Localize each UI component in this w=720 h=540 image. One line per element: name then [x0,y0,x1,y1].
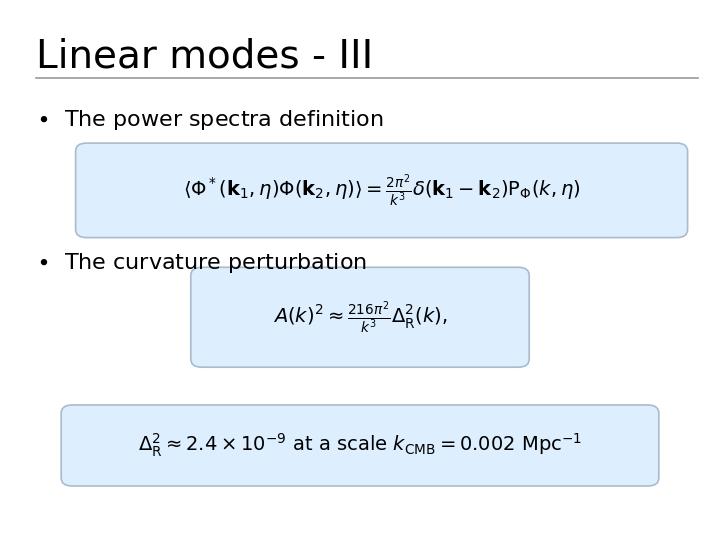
Text: Linear modes - III: Linear modes - III [36,38,373,76]
Text: $\bullet$  The curvature perturbation: $\bullet$ The curvature perturbation [36,251,367,275]
FancyBboxPatch shape [191,267,529,367]
FancyBboxPatch shape [76,143,688,238]
Text: $A(k)^2 \approx \frac{216\pi^2}{k^3}\Delta_{\mathrm{R}}^{2}(k),$: $A(k)^2 \approx \frac{216\pi^2}{k^3}\Del… [273,299,447,336]
Text: $\Delta_{\mathrm{R}}^{2} \approx 2.4\times10^{-9}$ at a scale $k_{\mathrm{CMB}} : $\Delta_{\mathrm{R}}^{2} \approx 2.4\tim… [138,432,582,459]
Text: $\bullet$  The power spectra definition: $\bullet$ The power spectra definition [36,108,384,132]
Text: $\langle \Phi^*(\mathbf{k}_1,\eta)\Phi(\mathbf{k}_2,\eta)\rangle = \frac{2\pi^2}: $\langle \Phi^*(\mathbf{k}_1,\eta)\Phi(\… [183,172,580,209]
FancyBboxPatch shape [61,405,659,486]
